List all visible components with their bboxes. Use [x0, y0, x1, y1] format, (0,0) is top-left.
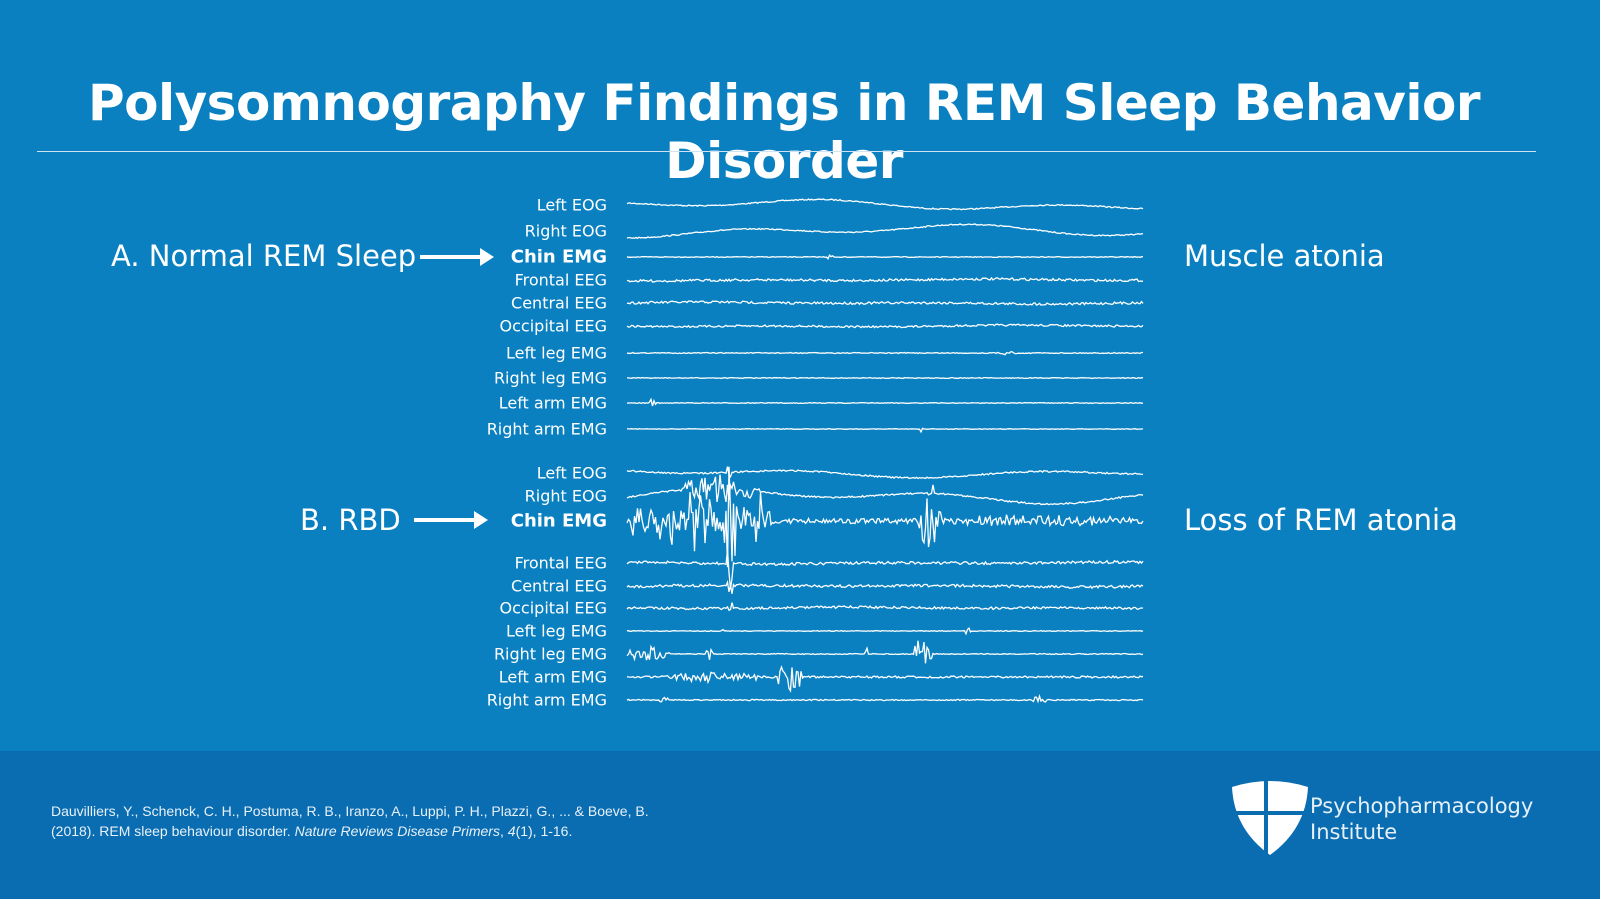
polysomnography-traces: [626, 198, 1144, 704]
signal-trace: [626, 223, 1144, 240]
signal-trace: [626, 640, 1144, 664]
arrow-right-icon: [420, 248, 494, 266]
channel-label: Left EOG: [536, 195, 607, 215]
signal-trace: [626, 627, 1144, 636]
signal-trace: [626, 254, 1144, 261]
signal-trace: [626, 665, 1144, 693]
citation-journal: Nature Reviews Disease Primers: [294, 823, 500, 839]
channel-label: Occipital EEG: [499, 598, 607, 618]
channel-label: Occipital EEG: [499, 316, 607, 336]
signal-trace: [626, 323, 1144, 329]
citation: Dauvilliers, Y., Schenck, C. H., Postuma…: [51, 801, 691, 841]
arrow-right-icon: [414, 511, 488, 529]
panel-b-finding: Loss of REM atonia: [1184, 503, 1458, 537]
channel-label: Central EEG: [511, 576, 607, 596]
channel-label: Left arm EMG: [498, 393, 607, 413]
shield-cross-logo-icon: [1230, 779, 1310, 855]
citation-authors: Dauvilliers, Y., Schenck, C. H., Postuma…: [51, 803, 649, 839]
panel-a-label: A. Normal REM Sleep: [111, 239, 417, 273]
signal-trace: [626, 397, 1144, 407]
channel-label: Central EEG: [511, 293, 607, 313]
channel-label: Frontal EEG: [514, 553, 607, 573]
title-divider: [37, 151, 1536, 152]
channel-label: Right arm EMG: [486, 419, 607, 439]
channel-label: Right EOG: [524, 221, 607, 241]
channel-label: Right EOG: [524, 486, 607, 506]
channel-label: Left EOG: [536, 463, 607, 483]
channel-label: Left leg EMG: [505, 621, 607, 641]
footer: Dauvilliers, Y., Schenck, C. H., Postuma…: [0, 751, 1600, 899]
channel-label: Right arm EMG: [486, 690, 607, 710]
citation-volume: 4: [507, 823, 516, 839]
page-title: Polysomnography Findings in REM Sleep Be…: [87, 74, 1481, 190]
panel-b-label: B. RBD: [300, 503, 401, 537]
signal-trace: [626, 693, 1144, 704]
channel-label: Left leg EMG: [505, 343, 607, 363]
panel-a-finding: Muscle atonia: [1184, 239, 1385, 273]
signal-trace: [626, 276, 1144, 283]
citation-sep: ,: [499, 823, 508, 839]
brand-line2: Institute: [1310, 820, 1398, 844]
channel-label: Chin EMG: [510, 246, 607, 268]
channel-label: Frontal EEG: [514, 270, 607, 290]
citation-issue: (1), 1-16.: [515, 823, 573, 839]
signal-trace: [626, 579, 1144, 594]
channel-label: Chin EMG: [510, 510, 607, 532]
signal-trace: [626, 602, 1144, 612]
signal-trace: [626, 198, 1144, 211]
channel-label: Left arm EMG: [498, 667, 607, 687]
signal-trace: [626, 427, 1144, 434]
signal-trace: [626, 300, 1144, 306]
signal-trace: [626, 350, 1143, 356]
signal-trace: [627, 376, 1144, 380]
signal-trace: [626, 466, 1144, 568]
channel-label: Right leg EMG: [493, 644, 607, 664]
brand-line1: Psychopharmacology: [1310, 794, 1534, 818]
signal-trace: [626, 550, 1144, 590]
signal-trace: [626, 466, 1143, 480]
brand-name: Psychopharmacology Institute: [1310, 793, 1533, 845]
channel-label: Right leg EMG: [493, 368, 607, 388]
signal-trace: [626, 474, 1144, 506]
